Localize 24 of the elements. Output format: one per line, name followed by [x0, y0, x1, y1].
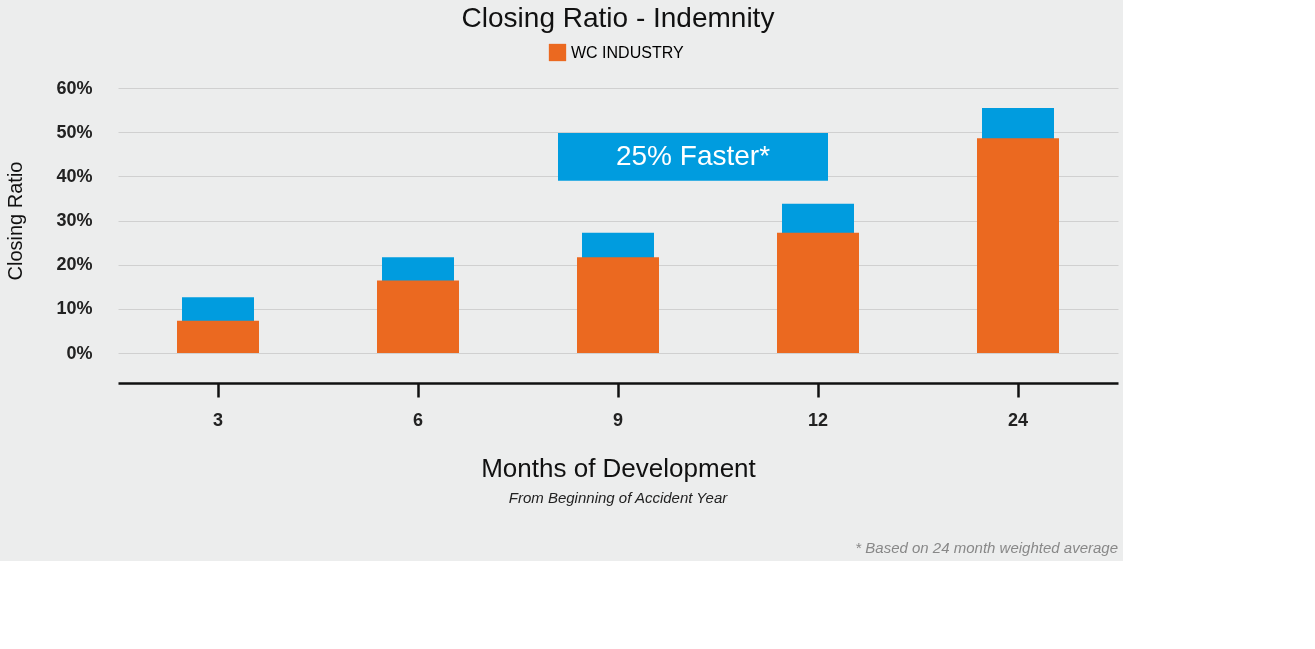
bar: [177, 320, 259, 353]
y-tick-label: 30%: [56, 210, 93, 230]
legend-label: WC INDUSTRY: [571, 43, 684, 61]
bar: [977, 138, 1059, 353]
text: * Based on 24 month weighted average: [855, 539, 1118, 556]
x-tick-label: 9: [612, 409, 624, 430]
y-axis-title: Closing Ratio: [4, 161, 27, 281]
bar: [577, 257, 659, 353]
annotation: 25% Faster*: [615, 139, 771, 171]
x-tick-label: 6: [412, 409, 424, 430]
x-tick-label: 24: [1007, 409, 1029, 430]
bar: [777, 232, 859, 353]
x-axis-title: Months of Development: [481, 452, 757, 483]
x-tick-label: 12: [807, 409, 829, 430]
x-tick-label: 3: [212, 409, 224, 430]
y-tick-label: 0%: [66, 342, 93, 363]
y-tick-label: 50%: [56, 121, 93, 142]
text: From Beginning of Accident Year: [508, 489, 729, 506]
y-tick-label: 60%: [56, 77, 93, 98]
bar: [377, 280, 459, 353]
y-tick-label: 20%: [56, 254, 93, 275]
y-tick-label: 40%: [56, 165, 93, 186]
y-tick-label: 10%: [56, 298, 93, 319]
chart-title: Closing Ratio - Indemnity: [461, 2, 775, 33]
